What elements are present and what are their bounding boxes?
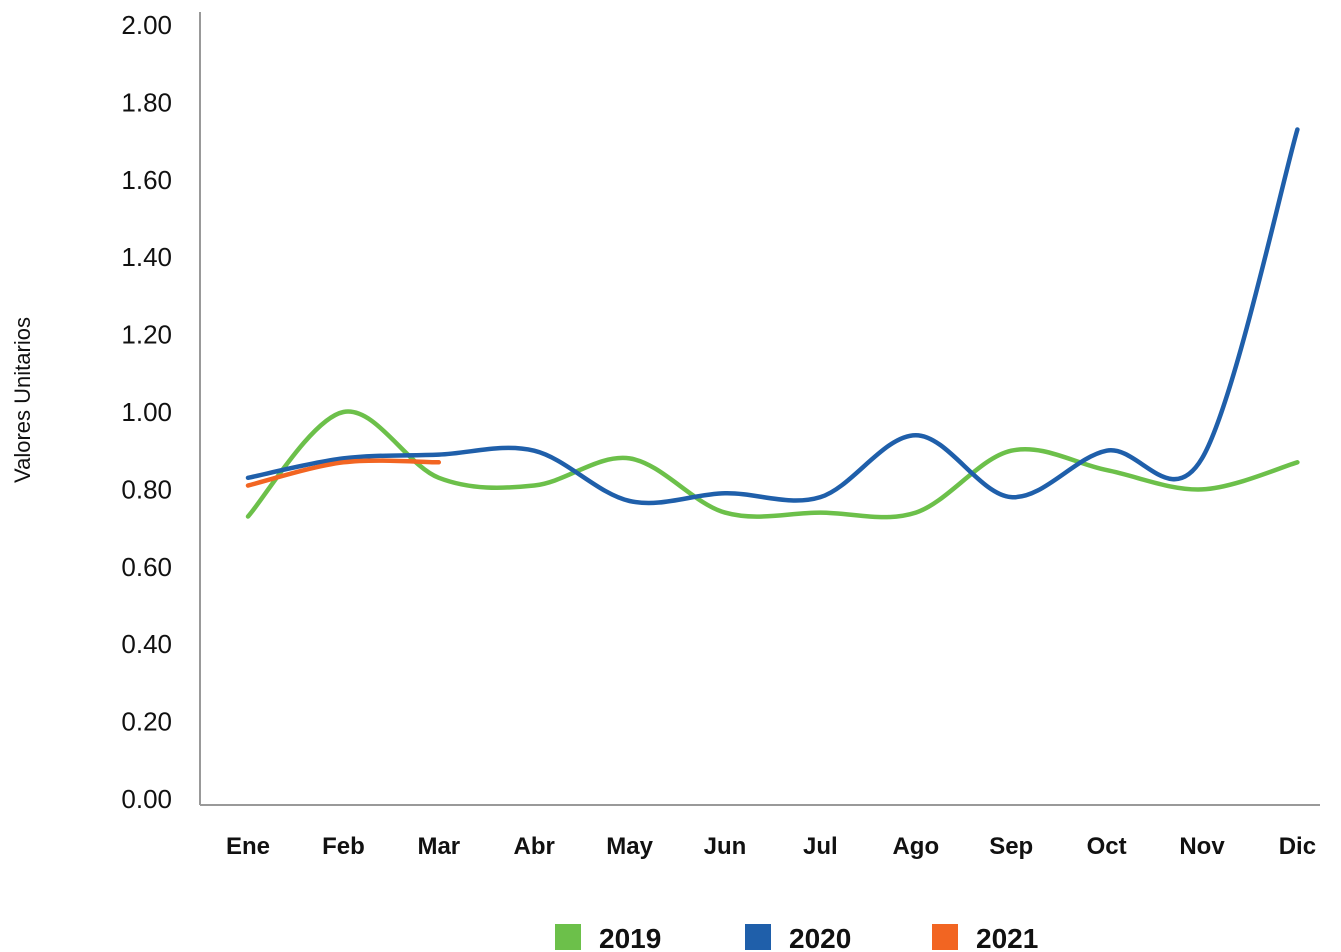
legend-label-2020: 2020 [789, 923, 851, 952]
x-tick-label: Jul [803, 833, 838, 860]
y-tick-label: 1.20 [121, 320, 172, 350]
series-line-2020 [245, 127, 1300, 506]
y-tick-label: 0.60 [121, 552, 172, 582]
x-tick-label: Mar [417, 833, 460, 860]
x-tick-label: Abr [514, 833, 555, 860]
y-axis-ticks: 0.00 0.20 0.40 0.60 0.80 1.00 1.20 1.40 1.60 1.80… [121, 10, 172, 814]
y-tick-label: 0.40 [121, 629, 172, 659]
y-tick-label: 1.60 [121, 165, 172, 195]
x-tick-label: Dic [1279, 833, 1316, 860]
series-lines [245, 127, 1300, 520]
legend-swatch-2020 [745, 924, 771, 950]
y-axis-label: Valores Unitarios [10, 317, 35, 483]
y-tick-label: 1.40 [121, 242, 172, 272]
y-tick-label: 1.80 [121, 87, 172, 117]
x-tick-label: Ene [226, 833, 270, 860]
legend-label-2021: 2021 [976, 923, 1038, 952]
y-tick-label: 1.00 [121, 397, 172, 427]
y-tick-label: 0.20 [121, 707, 172, 737]
legend: 2019 2020 2021 [555, 923, 1038, 952]
x-tick-label: Nov [1179, 833, 1225, 860]
x-tick-label: Ago [892, 833, 939, 860]
x-tick-label: May [606, 833, 653, 860]
legend-label-2019: 2019 [599, 923, 661, 952]
y-tick-label: 2.00 [121, 10, 172, 40]
series-line-2021 [245, 458, 442, 488]
x-tick-label: Jun [704, 833, 747, 860]
x-tick-label: Sep [989, 833, 1033, 860]
y-tick-label: 0.00 [121, 784, 172, 814]
x-tick-label: Oct [1087, 833, 1127, 860]
series-line-2019 [245, 409, 1300, 520]
x-tick-label: Feb [322, 833, 365, 860]
legend-swatch-2021 [932, 924, 958, 950]
y-tick-label: 0.80 [121, 474, 172, 504]
legend-swatch-2019 [555, 924, 581, 950]
x-axis-ticks: Ene Feb Mar Abr May Jun Jul Ago Sep Oct Nov Dic [226, 833, 1316, 860]
